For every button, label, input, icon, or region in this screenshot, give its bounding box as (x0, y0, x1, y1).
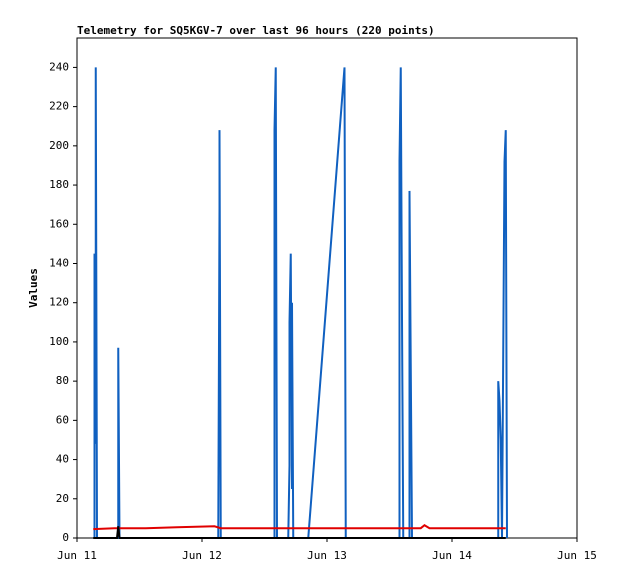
x-tick-label: Jun 14 (432, 549, 472, 562)
y-axis-label: Values (27, 268, 40, 308)
x-tick-label: Jun 13 (307, 549, 347, 562)
y-tick-label: 200 (49, 139, 69, 152)
y-tick-label: 60 (56, 413, 69, 426)
y-tick-label: 0 (62, 531, 69, 544)
x-tick-label: Jun 15 (557, 549, 597, 562)
y-tick-label: 240 (49, 60, 69, 73)
y-tick-label: 40 (56, 453, 69, 466)
y-tick-label: 180 (49, 178, 69, 191)
x-tick-label: Jun 12 (182, 549, 222, 562)
y-tick-label: 160 (49, 217, 69, 230)
y-tick-label: 140 (49, 256, 69, 269)
series-line (93, 524, 506, 531)
x-tick-label: Jun 11 (57, 549, 97, 562)
y-tick-label: 80 (56, 374, 69, 387)
chart-title: Telemetry for SQ5KGV-7 over last 96 hour… (77, 24, 435, 37)
y-tick-label: 20 (56, 492, 69, 505)
y-tick-label: 120 (49, 296, 69, 309)
series-line (93, 526, 506, 539)
y-tick-label: 100 (49, 335, 69, 348)
y-tick-label: 220 (49, 100, 69, 113)
